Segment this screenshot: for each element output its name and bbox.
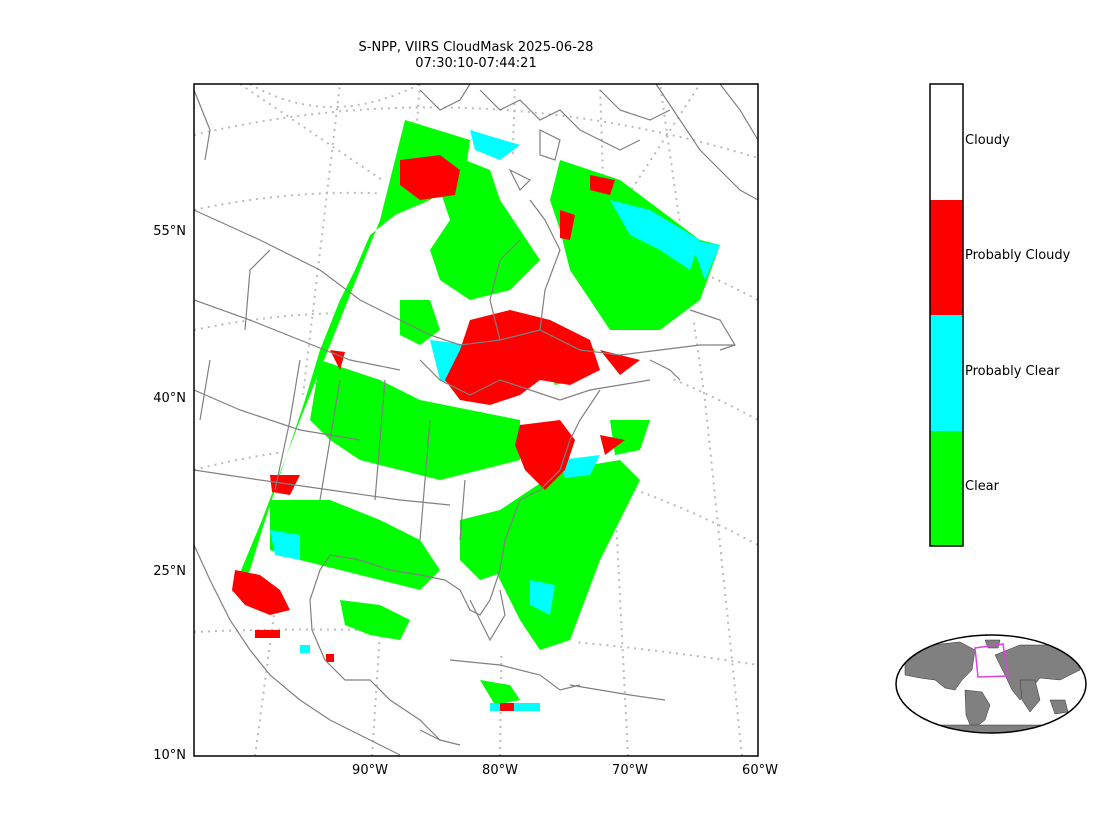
- map-frame: [193, 83, 759, 757]
- legend-label-cloudy: Cloudy: [965, 133, 1010, 148]
- probably-cloudy-regions: [232, 155, 640, 615]
- colorbar-segment-clear: [930, 431, 963, 546]
- inset-globe: [895, 634, 1087, 734]
- map-plot-area: [194, 84, 758, 756]
- lon-label-60w: 60°W: [742, 763, 778, 778]
- lat-label-55n: 55°N: [153, 224, 186, 239]
- lon-label-80w: 80°W: [482, 763, 518, 778]
- lat-label-40n: 40°N: [153, 391, 186, 406]
- colorbar-segment-cloudy: [930, 84, 963, 200]
- swath-edge-streaks: [255, 630, 540, 711]
- coastlines: [194, 84, 758, 756]
- lat-label-25n: 25°N: [153, 564, 186, 579]
- lon-label-70w: 70°W: [612, 763, 648, 778]
- title-line-1: S-NPP, VIIRS CloudMask 2025-06-28: [358, 40, 594, 55]
- colorbar: [929, 83, 964, 547]
- lat-label-10n: 10°N: [153, 748, 186, 763]
- colorbar-frame: [929, 83, 964, 547]
- map-title: S-NPP, VIIRS CloudMask 2025-06-28 07:30:…: [276, 40, 676, 72]
- legend-label-clear: Clear: [965, 479, 999, 494]
- colorbar-segment-probably-cloudy: [930, 200, 963, 315]
- lon-label-90w: 90°W: [352, 763, 388, 778]
- title-line-2: 07:30:10-07:44:21: [415, 56, 537, 71]
- legend-label-probably-cloudy: Probably Cloudy: [965, 248, 1071, 263]
- colorbar-segment-probably-clear: [930, 315, 963, 431]
- inset-swath-box: [974, 643, 1009, 678]
- legend-label-probably-clear: Probably Clear: [965, 364, 1060, 379]
